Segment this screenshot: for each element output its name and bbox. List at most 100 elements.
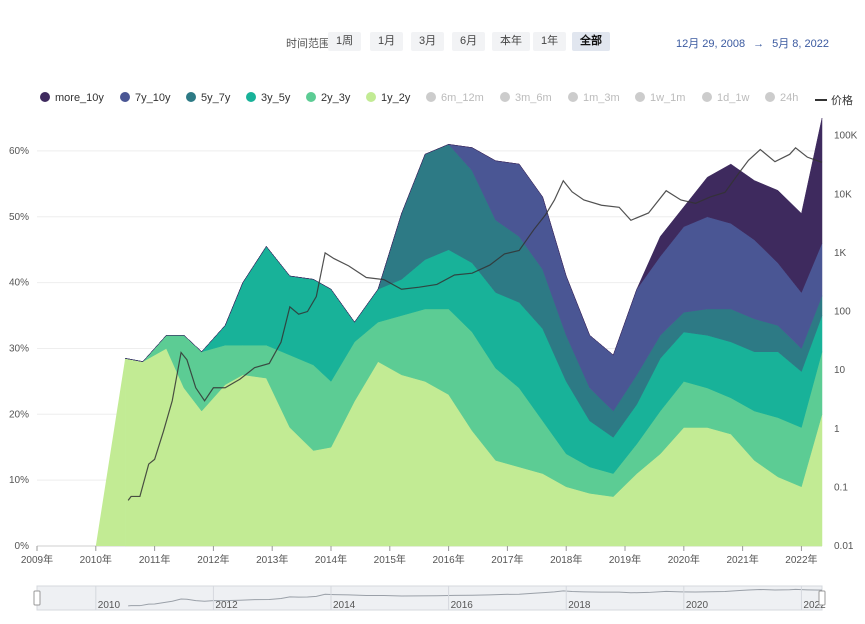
y-tick-label-right: 10K <box>834 189 852 200</box>
y-tick-label-left: 30% <box>9 343 29 354</box>
date-end[interactable]: 5月 8, 2022 <box>772 38 829 50</box>
x-tick-label: 2015年 <box>374 553 406 566</box>
y-tick-label-left: 40% <box>9 278 29 289</box>
y-tick-label-right: 1K <box>834 248 847 259</box>
y-tick-label-right: 1 <box>834 424 840 435</box>
x-tick-label: 2017年 <box>491 553 523 566</box>
y-tick-label-left: 0% <box>15 541 30 552</box>
legend-line-icon <box>815 99 827 101</box>
zoom-preview-line <box>128 588 823 607</box>
legend-dot-icon <box>765 92 775 102</box>
x-tick-label: 2014年 <box>315 553 347 566</box>
y-tick-label-right: 100 <box>834 307 851 318</box>
zoom-label: 2018 <box>568 600 591 611</box>
range-button-all[interactable]: 全部 <box>572 32 610 51</box>
legend-item-more-10y[interactable]: more_10y <box>40 92 104 104</box>
legend-label: 7y_10y <box>135 92 171 104</box>
legend-item-1d-1w[interactable]: 1d_1w <box>702 92 749 104</box>
legend-label: 价格 <box>831 95 853 107</box>
range-button-1m[interactable]: 1月 <box>370 32 404 51</box>
zoom-label: 2016 <box>451 600 474 611</box>
legend-item-2y-3y[interactable]: 2y_3y <box>306 92 350 104</box>
legend-dot-icon <box>186 92 196 102</box>
legend-dot-icon <box>568 92 578 102</box>
y-tick-label-left: 20% <box>9 409 29 420</box>
legend-item-6m-12m[interactable]: 6m_12m <box>426 92 484 104</box>
y-tick-label-left: 60% <box>9 146 29 157</box>
legend-label: 2y_3y <box>321 92 351 104</box>
legend-dot-icon <box>246 92 256 102</box>
x-tick-label: 2011年 <box>139 553 171 566</box>
legend-label: 1w_1m <box>650 92 686 104</box>
x-tick-label: 2018年 <box>550 553 582 566</box>
y-tick-label-right: 100K <box>834 131 858 142</box>
range-button-6m[interactable]: 6月 <box>452 32 486 51</box>
range-button-1w[interactable]: 1周 <box>328 32 362 51</box>
date-start[interactable]: 12月 29, 2008 <box>676 38 746 50</box>
time-range-toolbar: 时间范围 1周 1月 3月 6月 本年 1年 全部 12月 29, 2008 → 5… <box>0 32 865 52</box>
y-tick-label-right: 0.01 <box>834 541 854 552</box>
legend-dot-icon <box>426 92 436 102</box>
y-tick-label-right: 10 <box>834 365 846 376</box>
legend-item-24h[interactable]: 24h <box>765 92 798 104</box>
legend-dot-icon <box>306 92 316 102</box>
range-button-1y[interactable]: 1年 <box>533 32 567 51</box>
zoom-label: 2020 <box>686 600 709 611</box>
x-tick-label: 2009年 <box>21 553 53 566</box>
legend-label: 3y_5y <box>261 92 291 104</box>
zoom-label: 2010 <box>98 600 121 611</box>
zoom-handle[interactable] <box>33 590 41 606</box>
legend-dot-icon <box>120 92 130 102</box>
legend-label: 5y_7y <box>201 92 231 104</box>
zoom-label: 2014 <box>333 600 356 611</box>
legend-item-1y-2y[interactable]: 1y_2y <box>366 92 410 104</box>
x-tick-label: 2022年 <box>785 553 817 566</box>
zoom-label: 2022 <box>803 600 826 611</box>
legend-label: 1d_1w <box>717 92 750 104</box>
x-tick-label: 2012年 <box>197 553 229 566</box>
x-tick-label: 2020年 <box>668 553 700 566</box>
legend-item-3m-6m[interactable]: 3m_6m <box>500 92 552 104</box>
x-tick-label: 2016年 <box>432 553 464 566</box>
zoom-handle[interactable] <box>818 590 826 606</box>
stacked-areas <box>95 117 823 547</box>
x-tick-label: 2021年 <box>726 553 758 566</box>
legend-label: 1m_3m <box>583 92 620 104</box>
legend-dot-icon <box>702 92 712 102</box>
legend-item-7y-10y[interactable]: 7y_10y <box>120 92 170 104</box>
legend-label: 24h <box>780 92 799 104</box>
range-button-3m[interactable]: 3月 <box>411 32 445 51</box>
y-tick-label-left: 10% <box>9 475 29 486</box>
legend-dot-icon <box>500 92 510 102</box>
legend-item-5y-7y[interactable]: 5y_7y <box>186 92 230 104</box>
area-1y-2y-ramp <box>95 358 126 546</box>
zoom-label: 2012 <box>215 600 238 611</box>
price-series <box>127 146 823 501</box>
legend-label: 3m_6m <box>515 92 552 104</box>
legend-dot-icon <box>635 92 645 102</box>
range-button-ytd[interactable]: 本年 <box>492 32 530 51</box>
y-tick-label-right: 0.1 <box>834 482 848 493</box>
legend-label: more_10y <box>55 92 104 104</box>
zoom-slider[interactable]: 2010 2012 2014 2016 2018 2020 2022 <box>33 585 826 611</box>
legend-label: 1y_2y <box>381 92 411 104</box>
area-more-10y <box>125 117 823 362</box>
legend-dot-icon <box>366 92 376 102</box>
x-tick-label: 2019年 <box>609 553 641 566</box>
legend-item-1w-1m[interactable]: 1w_1m <box>635 92 685 104</box>
arrow-right-icon: → <box>753 38 765 50</box>
legend-item-3y-5y[interactable]: 3y_5y <box>246 92 290 104</box>
legend-item-price[interactable]: 价格 <box>815 92 853 108</box>
legend-item-1m-3m[interactable]: 1m_3m <box>568 92 620 104</box>
time-range-label: 时间范围 <box>286 38 330 50</box>
legend-dot-icon <box>40 92 50 102</box>
date-range[interactable]: 12月 29, 2008 → 5月 8, 2022 <box>676 35 829 51</box>
chart-axes: 0% 10% 20% 30% 40% 50% 60% 0.01 0.1 1 10 100 1K 10K 10… <box>9 131 858 566</box>
x-tick-label: 2013年 <box>256 553 288 566</box>
x-tick-label: 2010年 <box>80 553 112 566</box>
zoom-track[interactable] <box>36 585 823 611</box>
y-tick-label-left: 50% <box>9 212 29 223</box>
legend-label: 6m_12m <box>441 92 484 104</box>
price-line <box>127 146 823 501</box>
